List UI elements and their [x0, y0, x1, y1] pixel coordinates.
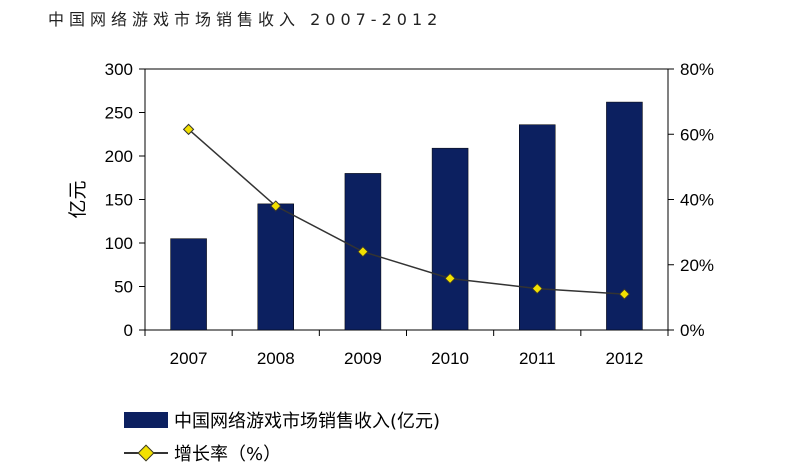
y-tick-label: 300	[105, 60, 133, 79]
growth-point-2007	[182, 123, 195, 136]
bar-2007	[170, 238, 207, 331]
y2-tick-label: 20%	[680, 256, 714, 275]
y-tick-label: 150	[105, 191, 133, 210]
bar-2009	[344, 173, 382, 331]
legend-item-bar: 中国网络游戏市场销售收入(亿元)	[124, 407, 440, 433]
growth-point-2010	[444, 272, 456, 285]
bar-2011	[519, 124, 556, 331]
y2-tick-label: 80%	[680, 60, 714, 79]
plot-frame	[144, 68, 669, 331]
y-tick-label: 50	[114, 278, 133, 297]
legend-label-line: 增长率（%）	[174, 444, 282, 465]
x-tick-label: 2010	[431, 349, 469, 368]
x-tick-label: 2012	[606, 349, 644, 368]
x-tick-label: 2011	[519, 349, 556, 368]
y-tick-label: 0	[124, 321, 133, 340]
y-tick-label: 100	[105, 234, 133, 253]
x-tick-label: 2008	[257, 349, 295, 368]
legend-swatch-bar	[124, 412, 168, 428]
legend-swatch-line	[124, 444, 168, 462]
growth-point-2008	[270, 200, 282, 212]
legend-label-bar: 中国网络游戏市场销售收入(亿元)	[174, 411, 441, 432]
bar-2010	[431, 147, 469, 331]
bar-2008	[257, 203, 294, 331]
growth-line	[188, 128, 625, 295]
growth-point-2009	[357, 245, 369, 258]
growth-point-2012	[618, 288, 631, 300]
x-tick-label: 2007	[170, 349, 208, 368]
growth-point-2011	[531, 282, 543, 295]
y2-tick-label: 40%	[680, 191, 714, 210]
chart-title: 中国网络游戏市场销售收入 2007-2012	[48, 10, 443, 29]
y-axis-label: 亿元	[67, 180, 89, 218]
x-tick-label: 2009	[344, 349, 382, 368]
y-tick-label: 250	[105, 104, 133, 123]
legend-item-line: 增长率（%）	[124, 440, 281, 466]
y-tick-label: 200	[105, 147, 133, 166]
y2-tick-label: 0%	[680, 321, 705, 340]
y2-tick-label: 60%	[680, 125, 714, 144]
